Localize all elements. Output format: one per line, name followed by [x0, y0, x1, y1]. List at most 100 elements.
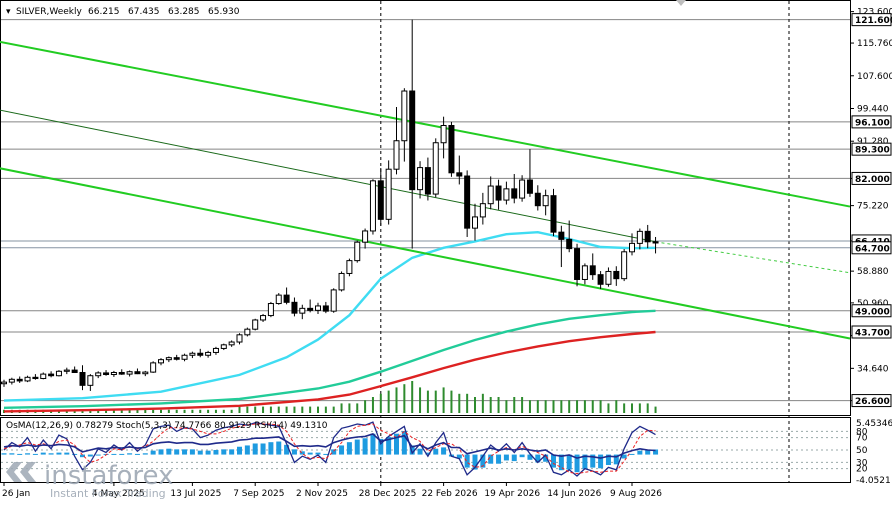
volume-bar: [230, 409, 233, 413]
indicator-tick-label: 20: [856, 465, 868, 475]
osma-bar: [496, 454, 502, 464]
osma-bar: [189, 449, 195, 455]
volume-bar: [576, 400, 579, 413]
osma-bar: [307, 452, 313, 455]
osma-bar: [197, 450, 203, 455]
osma-bar: [221, 449, 227, 455]
volume-bar: [528, 400, 531, 413]
volume-bar: [301, 406, 304, 413]
osma-bar: [629, 453, 635, 455]
price-tag-label: 26.600: [855, 397, 890, 407]
ohlc-value: 65.930: [208, 7, 240, 17]
candle: [79, 365, 86, 391]
volume-bar: [615, 400, 618, 413]
candle: [338, 271, 345, 292]
candle-body: [574, 248, 581, 280]
candle: [212, 346, 219, 355]
volume-bar: [356, 403, 359, 413]
osma-bar: [17, 453, 23, 455]
volume-bar: [411, 381, 414, 413]
price-tags: 121.60096.10089.30082.00066.41064.70049.…: [851, 13, 892, 408]
volume-bar: [199, 409, 202, 413]
osma-bar: [645, 450, 651, 455]
osma-bar: [166, 448, 172, 455]
candle: [205, 350, 212, 358]
chart-shift-marker[interactable]: [676, 0, 686, 6]
candle-body: [8, 378, 15, 383]
candle: [534, 185, 541, 211]
price-tick-label: 123.600: [857, 8, 892, 18]
volume-bar: [183, 409, 186, 413]
osma-bar: [291, 449, 297, 455]
volume-bar: [387, 390, 390, 413]
volume-bar: [442, 387, 445, 413]
osma-bar: [621, 454, 627, 459]
candle: [487, 176, 494, 210]
price-tag-box: [851, 171, 892, 185]
volume-bar: [175, 409, 178, 413]
candle: [597, 271, 604, 290]
candle-body: [354, 241, 361, 262]
candle-body: [322, 305, 329, 312]
osma-bar: [25, 453, 31, 455]
volume-bar: [568, 400, 571, 413]
volume-bar: [638, 403, 641, 413]
candle: [118, 369, 125, 375]
volume-bar: [458, 393, 461, 413]
volume-bar: [269, 406, 272, 413]
candle-body: [275, 294, 282, 305]
ohlc-readout: 66.215 67.435 63.285 65.930: [88, 7, 240, 17]
volume-bars: [3, 381, 657, 413]
candle-body: [589, 265, 596, 276]
time-tick-label: 22 Feb 2026: [422, 489, 478, 499]
osma-bar: [213, 450, 219, 455]
candle: [103, 370, 110, 376]
time-tick-label: 28 Dec 2025: [359, 489, 417, 499]
candle: [644, 224, 651, 249]
candle: [95, 371, 102, 379]
candle-body: [165, 357, 172, 361]
candle-body: [299, 307, 306, 314]
candle-body: [346, 260, 353, 274]
candle-body: [24, 376, 31, 382]
candle: [315, 302, 321, 314]
osma-bar: [127, 453, 133, 455]
candle: [48, 371, 55, 378]
candle-body: [495, 185, 502, 201]
price-tag-label: 89.300: [855, 146, 890, 156]
candle: [134, 368, 141, 375]
volume-bar: [246, 406, 249, 413]
osma-bar: [284, 444, 290, 455]
volume-bar: [395, 387, 398, 413]
price-tag-label: 43.700: [855, 329, 890, 339]
candle: [448, 121, 455, 177]
osma-bar: [566, 454, 572, 470]
candle: [71, 366, 78, 374]
osma-bar: [401, 431, 407, 455]
volume-bar: [379, 393, 382, 413]
candle: [322, 301, 329, 314]
candle: [479, 192, 486, 225]
candle-body: [338, 272, 345, 291]
osma-bar: [590, 454, 596, 468]
osma-bar: [56, 452, 62, 455]
candle-body: [432, 142, 439, 195]
price-tick-label: 34.640: [857, 364, 889, 374]
candle: [503, 181, 510, 205]
osma-bar: [511, 454, 517, 462]
candle-body: [103, 372, 110, 376]
volume-bar: [238, 406, 241, 413]
volume-bar: [89, 409, 92, 413]
candle-body: [71, 369, 78, 374]
osma-bar: [80, 454, 85, 458]
price-tag-box: [851, 142, 892, 156]
candle-body: [291, 301, 298, 314]
candle: [63, 367, 70, 375]
candle: [1, 379, 7, 387]
watermark-logo-icon: [6, 462, 36, 482]
ohlc-value: 67.435: [128, 7, 160, 17]
osma-bar: [503, 454, 509, 461]
price-tag: 82.000: [851, 171, 892, 185]
candle: [566, 220, 573, 253]
